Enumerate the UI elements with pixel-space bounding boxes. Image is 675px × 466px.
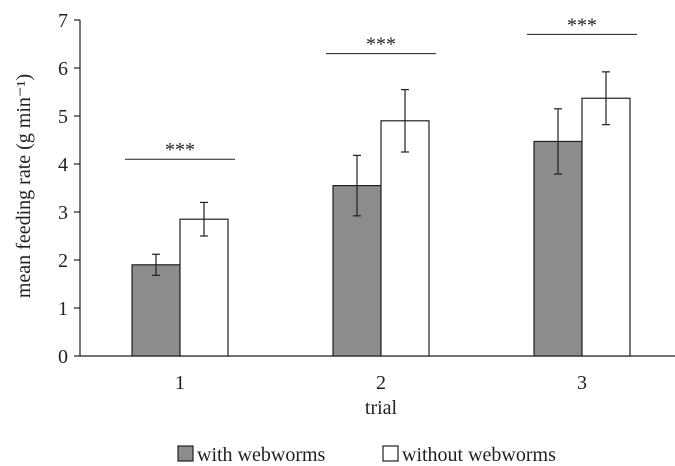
legend-label-without-webworms: without webworms <box>402 444 556 466</box>
legend-swatch-without-webworms <box>382 445 399 462</box>
x-tick-label: 1 <box>175 372 185 394</box>
y-axis-title: mean feeding rate (g min⁻¹) <box>13 74 35 298</box>
x-axis-title: trial <box>365 397 398 419</box>
significance-label: *** <box>366 34 396 56</box>
y-tick-label: 3 <box>58 202 68 224</box>
bar-without-webworms <box>179 218 229 357</box>
significance-label: *** <box>165 139 195 161</box>
y-tick-label: 6 <box>58 58 68 80</box>
legend-swatch-with-webworms <box>177 445 194 462</box>
x-tick-label: 2 <box>376 372 386 394</box>
significance-label: *** <box>567 14 597 36</box>
y-tick-label: 2 <box>58 250 68 272</box>
bar-with-webworms <box>131 264 181 357</box>
y-tick-label: 4 <box>58 154 68 176</box>
y-tick-label: 0 <box>58 346 68 368</box>
x-tick-label: 3 <box>577 372 587 394</box>
y-axis-title-group: mean feeding rate (g min⁻¹) <box>13 74 35 298</box>
legend: with webworms without webworms <box>177 444 556 466</box>
bar-without-webworms <box>581 97 631 357</box>
legend-label-with-webworms: with webworms <box>197 444 326 466</box>
bar-without-webworms <box>380 120 430 357</box>
y-tick-label: 7 <box>58 10 68 32</box>
y-tick-label: 1 <box>58 298 68 320</box>
plot-area: 0 1 2 3 4 5 6 7 1 2 3 *** *** *** <box>58 10 675 394</box>
y-tick-label: 5 <box>58 106 68 128</box>
bar-with-webworms <box>533 140 583 357</box>
bar-with-webworms <box>332 185 382 357</box>
